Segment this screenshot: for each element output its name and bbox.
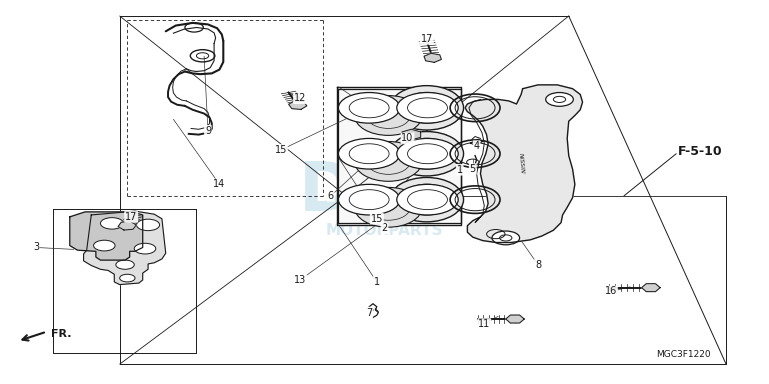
Text: NISSIN: NISSIN	[518, 153, 524, 174]
Polygon shape	[288, 101, 307, 109]
Text: 6: 6	[328, 191, 334, 201]
Circle shape	[116, 260, 135, 269]
Polygon shape	[465, 85, 583, 243]
Text: 13: 13	[294, 275, 306, 285]
Text: FR.: FR.	[51, 329, 71, 339]
Text: 1: 1	[374, 277, 380, 287]
Text: MGC3F1220: MGC3F1220	[657, 350, 711, 359]
Polygon shape	[641, 284, 660, 291]
Ellipse shape	[355, 141, 422, 181]
Text: 14: 14	[213, 179, 225, 189]
Ellipse shape	[355, 96, 422, 136]
Circle shape	[338, 93, 400, 123]
Circle shape	[338, 184, 400, 215]
Polygon shape	[424, 53, 441, 62]
Text: 8: 8	[535, 260, 541, 270]
Circle shape	[492, 231, 520, 245]
Text: 10: 10	[401, 133, 414, 144]
Text: 4: 4	[474, 141, 480, 151]
Polygon shape	[84, 211, 166, 285]
Text: 15: 15	[275, 145, 287, 155]
Polygon shape	[402, 129, 421, 140]
Text: 15: 15	[371, 214, 383, 224]
Text: 1: 1	[457, 165, 463, 175]
Polygon shape	[337, 87, 461, 225]
Text: 3: 3	[33, 242, 39, 252]
Circle shape	[94, 240, 115, 251]
Ellipse shape	[355, 187, 422, 227]
Bar	[390, 145, 423, 162]
Bar	[390, 99, 423, 117]
Circle shape	[397, 139, 458, 169]
Text: DCM: DCM	[299, 159, 470, 225]
Ellipse shape	[390, 86, 464, 130]
Text: 5: 5	[470, 164, 476, 174]
Ellipse shape	[390, 132, 464, 176]
Text: 11: 11	[478, 319, 491, 329]
Circle shape	[397, 184, 458, 215]
Text: MOTORPARTS: MOTORPARTS	[326, 223, 443, 238]
Polygon shape	[506, 315, 524, 323]
Text: 12: 12	[294, 93, 306, 103]
Ellipse shape	[390, 177, 464, 222]
Circle shape	[397, 93, 458, 123]
Bar	[390, 191, 423, 209]
Text: F-5-10: F-5-10	[677, 145, 722, 158]
Text: 17: 17	[125, 212, 138, 222]
Polygon shape	[70, 212, 143, 260]
Text: 17: 17	[421, 34, 433, 44]
Circle shape	[137, 219, 160, 231]
Polygon shape	[338, 89, 461, 223]
Text: 7: 7	[366, 308, 372, 318]
Circle shape	[120, 274, 135, 282]
Circle shape	[135, 243, 156, 254]
Text: 16: 16	[605, 286, 617, 296]
Text: 2: 2	[381, 223, 388, 233]
Polygon shape	[118, 222, 136, 230]
Circle shape	[500, 235, 512, 241]
Text: 9: 9	[205, 126, 211, 136]
Circle shape	[554, 96, 566, 103]
Circle shape	[338, 139, 400, 169]
Circle shape	[101, 218, 124, 229]
Circle shape	[546, 93, 574, 106]
